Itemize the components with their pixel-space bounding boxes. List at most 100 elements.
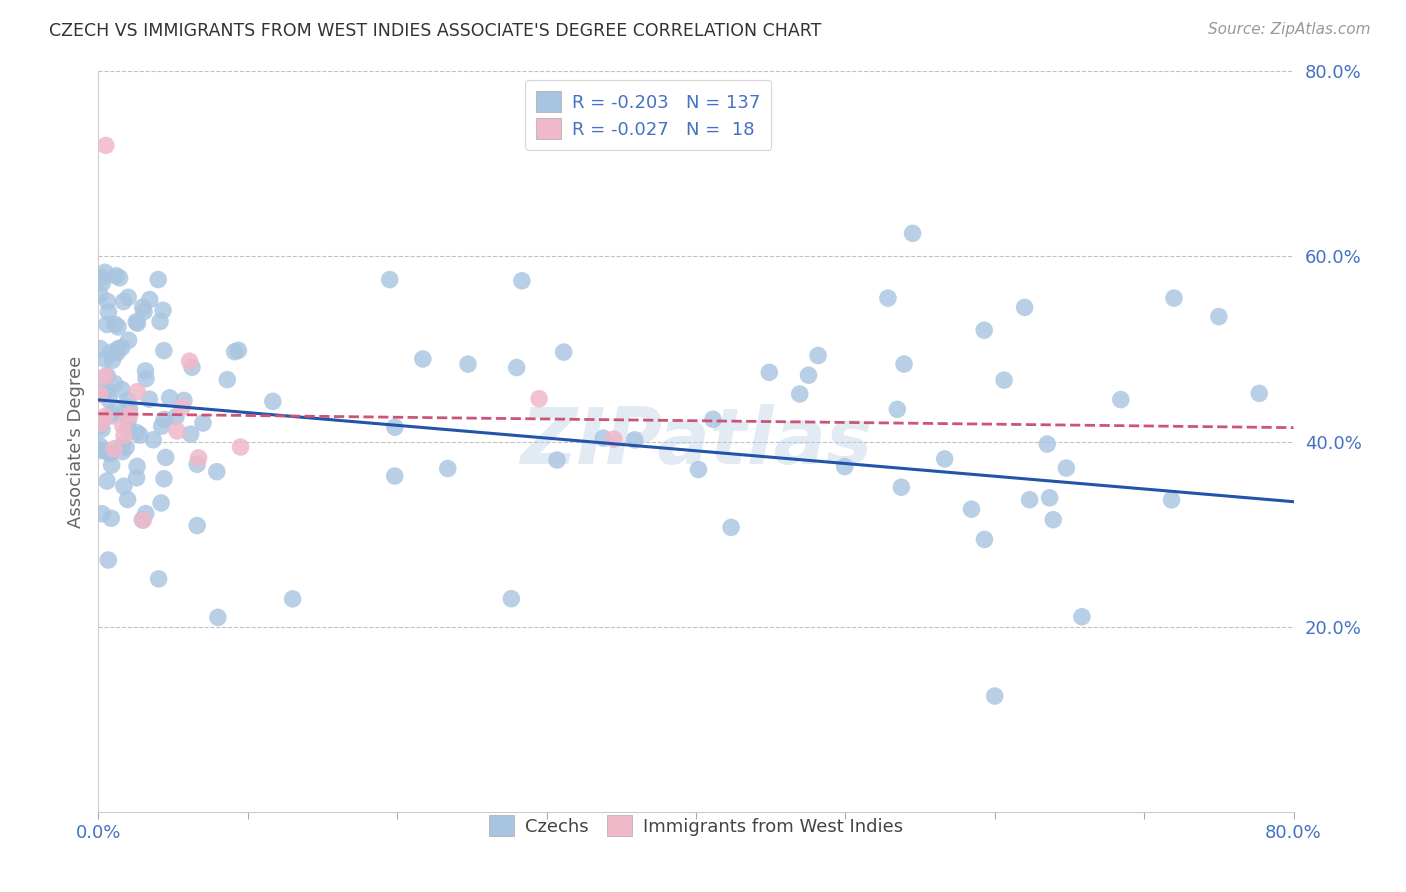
Point bbox=[973, 323, 995, 337]
Point bbox=[153, 343, 176, 358]
Point bbox=[90, 416, 112, 430]
Point bbox=[172, 400, 194, 414]
Point bbox=[118, 408, 141, 422]
Point bbox=[150, 419, 173, 434]
Point bbox=[115, 440, 138, 454]
Point bbox=[91, 507, 114, 521]
Point bbox=[153, 472, 176, 486]
Text: Source: ZipAtlas.com: Source: ZipAtlas.com bbox=[1208, 22, 1371, 37]
Point bbox=[934, 452, 956, 467]
Point bbox=[125, 425, 148, 440]
Point bbox=[229, 440, 252, 454]
Point bbox=[281, 591, 304, 606]
Point bbox=[1042, 513, 1064, 527]
Point bbox=[150, 496, 173, 510]
Point bbox=[96, 369, 118, 384]
Point bbox=[129, 428, 152, 442]
Point bbox=[111, 444, 134, 458]
Point bbox=[457, 357, 479, 371]
Point bbox=[94, 352, 117, 367]
Point bbox=[155, 450, 177, 465]
Point bbox=[688, 462, 710, 476]
Point bbox=[973, 533, 995, 547]
Point bbox=[527, 392, 550, 406]
Point bbox=[89, 415, 111, 429]
Point bbox=[94, 138, 117, 153]
Point bbox=[98, 392, 121, 407]
Point bbox=[436, 461, 458, 475]
Point bbox=[148, 572, 170, 586]
Point bbox=[623, 433, 645, 447]
Y-axis label: Associate's Degree: Associate's Degree bbox=[66, 355, 84, 528]
Point bbox=[186, 457, 208, 471]
Point bbox=[984, 689, 1007, 703]
Point bbox=[135, 371, 157, 385]
Point bbox=[134, 364, 156, 378]
Point bbox=[166, 424, 188, 438]
Point bbox=[142, 433, 165, 447]
Point bbox=[179, 354, 201, 368]
Point bbox=[893, 357, 915, 371]
Point bbox=[384, 469, 406, 483]
Point bbox=[111, 438, 134, 452]
Point bbox=[506, 360, 529, 375]
Point bbox=[94, 409, 117, 424]
Point bbox=[1036, 437, 1059, 451]
Point bbox=[592, 431, 614, 445]
Point bbox=[1249, 386, 1271, 401]
Point bbox=[886, 402, 908, 417]
Point bbox=[152, 303, 174, 318]
Point bbox=[1039, 491, 1062, 505]
Point bbox=[207, 610, 229, 624]
Point bbox=[89, 418, 111, 433]
Point bbox=[125, 459, 148, 474]
Point bbox=[1109, 392, 1132, 407]
Point bbox=[117, 413, 139, 427]
Point bbox=[117, 492, 139, 507]
Point bbox=[412, 351, 434, 366]
Point bbox=[131, 513, 153, 527]
Point bbox=[877, 291, 900, 305]
Point bbox=[135, 507, 157, 521]
Point bbox=[384, 420, 406, 434]
Point bbox=[117, 290, 139, 304]
Point bbox=[603, 432, 626, 446]
Point bbox=[89, 383, 111, 397]
Point bbox=[1070, 609, 1092, 624]
Point bbox=[187, 450, 209, 465]
Point bbox=[131, 300, 153, 314]
Point bbox=[94, 265, 117, 279]
Point bbox=[546, 453, 568, 467]
Point bbox=[117, 393, 139, 408]
Point bbox=[96, 474, 118, 488]
Point bbox=[165, 409, 187, 424]
Point bbox=[180, 427, 202, 442]
Point bbox=[96, 318, 118, 332]
Point bbox=[111, 418, 134, 433]
Point bbox=[117, 422, 139, 436]
Point bbox=[107, 320, 129, 334]
Point bbox=[834, 459, 856, 474]
Point bbox=[97, 553, 120, 567]
Point bbox=[97, 305, 120, 319]
Point bbox=[100, 345, 122, 359]
Point bbox=[91, 276, 114, 290]
Point bbox=[89, 342, 111, 356]
Point bbox=[114, 400, 136, 414]
Point bbox=[127, 316, 149, 330]
Point bbox=[107, 342, 129, 356]
Point bbox=[101, 353, 124, 368]
Point bbox=[132, 304, 155, 318]
Point bbox=[100, 511, 122, 525]
Point bbox=[149, 314, 172, 328]
Point bbox=[553, 345, 575, 359]
Point bbox=[797, 368, 820, 383]
Point bbox=[112, 479, 135, 493]
Legend: Czechs, Immigrants from West Indies: Czechs, Immigrants from West Indies bbox=[482, 808, 910, 844]
Point bbox=[217, 373, 239, 387]
Point bbox=[510, 274, 533, 288]
Point bbox=[205, 465, 228, 479]
Point bbox=[173, 393, 195, 408]
Point bbox=[97, 384, 120, 398]
Point bbox=[228, 343, 250, 358]
